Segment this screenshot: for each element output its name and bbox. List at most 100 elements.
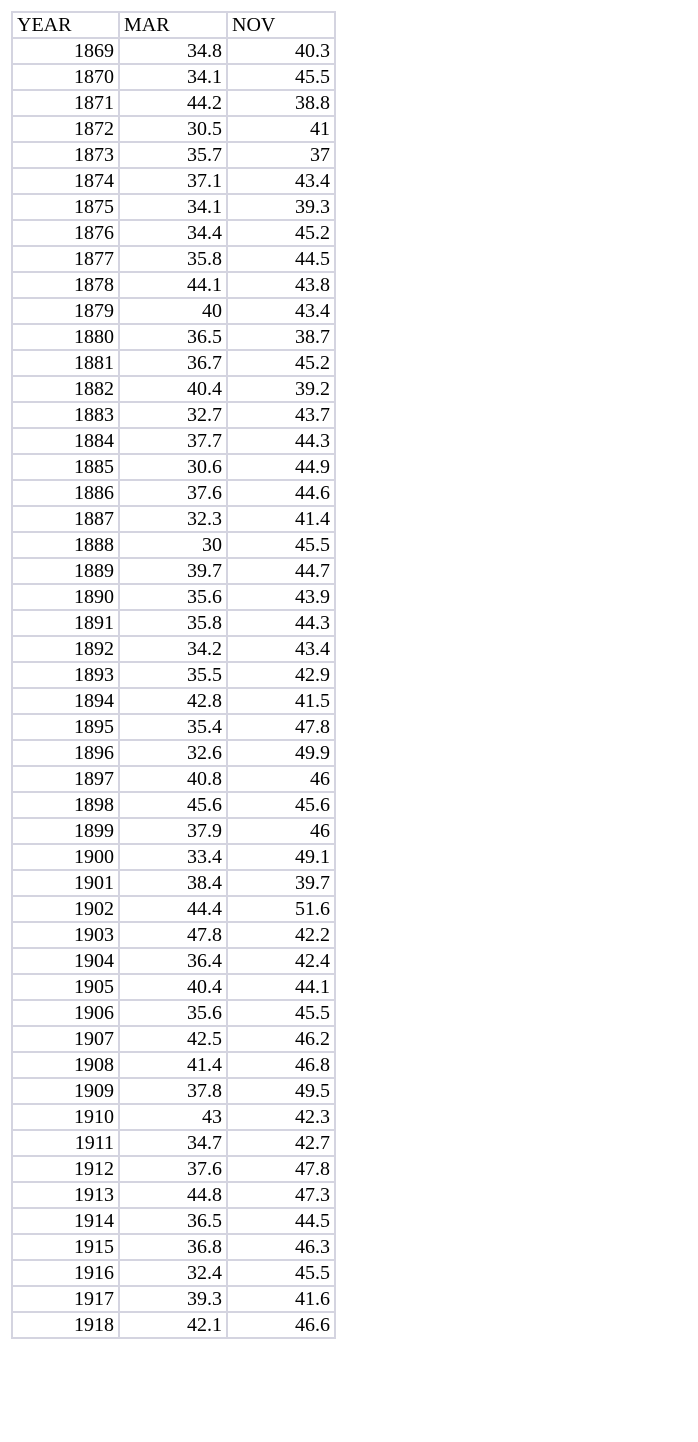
nov-cell[interactable]: 43.8 (226, 271, 336, 299)
year-cell[interactable]: 1872 (11, 115, 120, 143)
year-cell[interactable]: 1894 (11, 687, 120, 715)
year-cell[interactable]: 1915 (11, 1233, 120, 1261)
nov-cell[interactable]: 42.9 (226, 661, 336, 689)
year-cell[interactable]: 1891 (11, 609, 120, 637)
year-cell[interactable]: 1898 (11, 791, 120, 819)
nov-cell[interactable]: 49.1 (226, 843, 336, 871)
nov-cell[interactable]: 39.2 (226, 375, 336, 403)
mar-cell[interactable]: 37.1 (118, 167, 228, 195)
mar-cell[interactable]: 43 (118, 1103, 228, 1131)
year-cell[interactable]: 1887 (11, 505, 120, 533)
nov-cell[interactable]: 49.9 (226, 739, 336, 767)
mar-cell[interactable]: 34.1 (118, 63, 228, 91)
year-cell[interactable]: 1881 (11, 349, 120, 377)
year-cell[interactable]: 1908 (11, 1051, 120, 1079)
mar-cell[interactable]: 30.6 (118, 453, 228, 481)
nov-cell[interactable]: 44.7 (226, 557, 336, 585)
nov-cell[interactable]: 47.8 (226, 713, 336, 741)
nov-cell[interactable]: 46.6 (226, 1311, 336, 1339)
mar-cell[interactable]: 40.4 (118, 973, 228, 1001)
nov-cell[interactable]: 37 (226, 141, 336, 169)
mar-cell[interactable]: 34.8 (118, 37, 228, 65)
year-cell[interactable]: 1885 (11, 453, 120, 481)
year-cell[interactable]: 1900 (11, 843, 120, 871)
mar-cell[interactable]: 39.7 (118, 557, 228, 585)
year-cell[interactable]: 1913 (11, 1181, 120, 1209)
year-cell[interactable]: 1916 (11, 1259, 120, 1287)
nov-cell[interactable]: 42.7 (226, 1129, 336, 1157)
year-cell[interactable]: 1876 (11, 219, 120, 247)
year-cell[interactable]: 1882 (11, 375, 120, 403)
nov-cell[interactable]: 38.8 (226, 89, 336, 117)
nov-cell[interactable]: 42.3 (226, 1103, 336, 1131)
mar-cell[interactable]: 36.4 (118, 947, 228, 975)
mar-cell[interactable]: 37.9 (118, 817, 228, 845)
year-cell[interactable]: 1879 (11, 297, 120, 325)
mar-cell[interactable]: 35.5 (118, 661, 228, 689)
mar-cell[interactable]: 32.3 (118, 505, 228, 533)
year-cell[interactable]: 1875 (11, 193, 120, 221)
year-cell[interactable]: 1890 (11, 583, 120, 611)
year-cell[interactable]: 1910 (11, 1103, 120, 1131)
year-cell[interactable]: 1873 (11, 141, 120, 169)
nov-cell[interactable]: 41.5 (226, 687, 336, 715)
mar-cell[interactable]: 42.5 (118, 1025, 228, 1053)
mar-cell[interactable]: 42.1 (118, 1311, 228, 1339)
mar-cell[interactable]: 34.1 (118, 193, 228, 221)
nov-cell[interactable]: 43.4 (226, 635, 336, 663)
nov-cell[interactable]: 39.7 (226, 869, 336, 897)
mar-cell[interactable]: 35.6 (118, 999, 228, 1027)
nov-cell[interactable]: 44.3 (226, 427, 336, 455)
nov-cell[interactable]: 43.9 (226, 583, 336, 611)
mar-cell[interactable]: 34.4 (118, 219, 228, 247)
year-cell[interactable]: 1896 (11, 739, 120, 767)
mar-cell[interactable]: 34.2 (118, 635, 228, 663)
nov-cell[interactable]: 46.3 (226, 1233, 336, 1261)
nov-cell[interactable]: 42.2 (226, 921, 336, 949)
nov-cell[interactable]: 42.4 (226, 947, 336, 975)
nov-cell[interactable]: 44.1 (226, 973, 336, 1001)
year-cell[interactable]: 1888 (11, 531, 120, 559)
mar-cell[interactable]: 36.7 (118, 349, 228, 377)
year-cell[interactable]: 1904 (11, 947, 120, 975)
mar-cell[interactable]: 32.7 (118, 401, 228, 429)
year-cell[interactable]: 1918 (11, 1311, 120, 1339)
mar-cell[interactable]: 37.8 (118, 1077, 228, 1105)
nov-cell[interactable]: 45.5 (226, 63, 336, 91)
mar-cell[interactable]: 30 (118, 531, 228, 559)
mar-cell[interactable]: 36.5 (118, 1207, 228, 1235)
mar-cell[interactable]: 41.4 (118, 1051, 228, 1079)
nov-cell[interactable]: 45.5 (226, 1259, 336, 1287)
mar-cell[interactable]: 38.4 (118, 869, 228, 897)
mar-cell[interactable]: 35.8 (118, 245, 228, 273)
year-cell[interactable]: 1914 (11, 1207, 120, 1235)
mar-cell[interactable]: 35.6 (118, 583, 228, 611)
mar-cell[interactable]: 36.8 (118, 1233, 228, 1261)
year-cell[interactable]: 1901 (11, 869, 120, 897)
mar-cell[interactable]: 32.6 (118, 739, 228, 767)
mar-cell[interactable]: 33.4 (118, 843, 228, 871)
nov-cell[interactable]: 44.5 (226, 245, 336, 273)
year-cell[interactable]: 1883 (11, 401, 120, 429)
nov-cell[interactable]: 45.5 (226, 999, 336, 1027)
year-cell[interactable]: 1874 (11, 167, 120, 195)
nov-cell[interactable]: 46 (226, 765, 336, 793)
nov-cell[interactable]: 41.4 (226, 505, 336, 533)
mar-cell[interactable]: 35.4 (118, 713, 228, 741)
year-cell[interactable]: 1903 (11, 921, 120, 949)
nov-cell[interactable]: 41.6 (226, 1285, 336, 1313)
mar-cell[interactable]: 37.6 (118, 1155, 228, 1183)
nov-cell[interactable]: 44.6 (226, 479, 336, 507)
year-cell[interactable]: 1877 (11, 245, 120, 273)
nov-cell[interactable]: 47.8 (226, 1155, 336, 1183)
nov-cell[interactable]: 43.4 (226, 167, 336, 195)
header-nov[interactable]: NOV (226, 11, 336, 39)
mar-cell[interactable]: 30.5 (118, 115, 228, 143)
nov-cell[interactable]: 43.7 (226, 401, 336, 429)
nov-cell[interactable]: 45.6 (226, 791, 336, 819)
nov-cell[interactable]: 45.2 (226, 219, 336, 247)
year-cell[interactable]: 1906 (11, 999, 120, 1027)
year-cell[interactable]: 1892 (11, 635, 120, 663)
year-cell[interactable]: 1880 (11, 323, 120, 351)
year-cell[interactable]: 1902 (11, 895, 120, 923)
